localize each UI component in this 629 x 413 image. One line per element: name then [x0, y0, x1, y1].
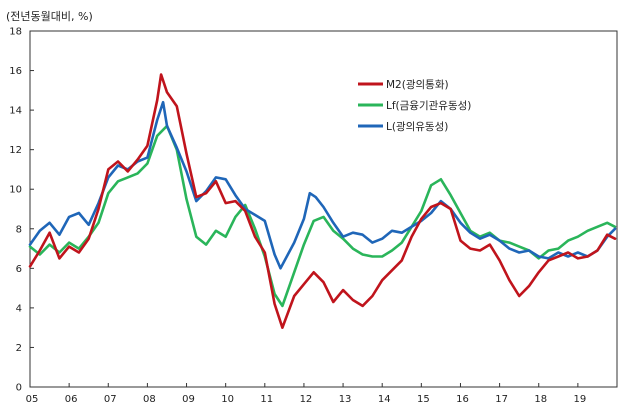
y-tick-label: 2 [16, 343, 22, 354]
legend-label-0: M2(광의통화) [386, 79, 449, 91]
axes: 0 2 4 6 8 10 12 14 16 18 05 06 07 08 09 10 11 12 13 14 15 16 1… [9, 27, 618, 405]
x-tick-label: 10 [221, 394, 234, 405]
x-tick-label: 12 [300, 394, 313, 405]
series-line-2 [28, 100, 617, 270]
x-tick-label: 14 [378, 394, 391, 405]
y-tick-label: 8 [16, 224, 22, 235]
legend: M2(광의통화) Lf(금융기관유동성) L(광의유동성) [358, 79, 471, 133]
legend-label-1: Lf(금융기관유동성) [386, 100, 471, 112]
legend-label-2: L(광의유동성) [386, 121, 448, 133]
y-tick-label: 16 [9, 66, 22, 77]
y-tick-label: 4 [16, 303, 22, 314]
x-tick-label: 15 [417, 394, 430, 405]
y-tick-label: 10 [9, 185, 22, 196]
y-tick-label: 14 [9, 106, 22, 117]
x-tick-label: 13 [339, 394, 352, 405]
series-line-0 [28, 73, 617, 330]
x-tick-label: 16 [456, 394, 469, 405]
x-tick-label: 05 [26, 394, 39, 405]
y-tick-label: 18 [9, 27, 22, 38]
x-tick-label: 06 [65, 394, 78, 405]
series-lines [28, 73, 617, 330]
x-tick-label: 11 [260, 394, 273, 405]
x-tick-label: 08 [143, 394, 156, 405]
plot-frame [29, 30, 618, 388]
x-tick-label: 18 [534, 394, 547, 405]
unit-label: (전년동월대비, %) [6, 10, 93, 23]
y-tick-label: 6 [16, 264, 22, 275]
y-tick-label: 12 [9, 145, 22, 156]
x-tick-label: 09 [182, 394, 195, 405]
y-tick-label: 0 [16, 383, 22, 394]
series-line-1 [28, 124, 617, 308]
x-tick-label: 17 [495, 394, 508, 405]
x-tick-label: 07 [104, 394, 117, 405]
x-tick-label: 19 [573, 394, 586, 405]
